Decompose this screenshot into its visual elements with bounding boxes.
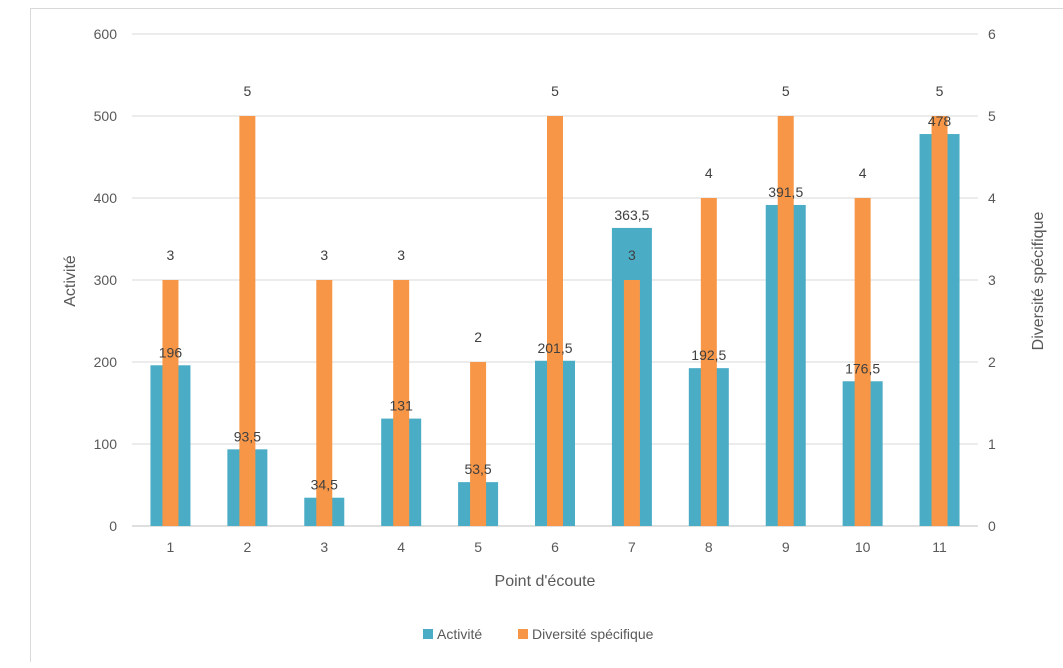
data-labels: 196 3 93,5 5 34,5 3 131 3 53,5 2 201,5 5 363,5 3 192,5…	[159, 83, 952, 493]
y-tick-label: 300	[94, 272, 118, 288]
legend-label: Activité	[437, 626, 482, 642]
data-label-diversite: 5	[782, 83, 790, 99]
x-tick-label: 5	[474, 539, 482, 555]
data-label-activite: 131	[390, 398, 414, 414]
x-tick-label: 8	[705, 539, 713, 555]
data-label-diversite: 3	[167, 247, 175, 263]
data-label-diversite: 5	[243, 83, 251, 99]
data-label-activite: 192,5	[691, 347, 726, 363]
data-label-diversite: 2	[474, 329, 482, 345]
data-label-diversite: 5	[936, 83, 944, 99]
data-label-diversite: 3	[628, 247, 636, 263]
legend-swatch	[518, 629, 528, 639]
x-tick-label: 3	[320, 539, 328, 555]
data-label-activite: 478	[928, 113, 952, 129]
bar-diversite	[162, 280, 179, 526]
legend: Activité Diversité spécifique	[423, 626, 654, 642]
bar-diversite	[777, 116, 794, 526]
x-tick-label: 4	[397, 539, 405, 555]
bar-diversite	[931, 116, 948, 526]
y2-tick-label: 0	[988, 518, 996, 534]
legend-label: Diversité spécifique	[532, 626, 654, 642]
axes: 0 100 200 300 400 500 600 0 1 2 3 4 5 6 1 2 3 4 5 6 7 8 9 10 11	[94, 26, 996, 555]
y2-axis-title: Diversité spécifique	[1030, 212, 1047, 351]
y2-tick-label: 2	[988, 354, 996, 370]
y2-tick-label: 5	[988, 108, 996, 124]
data-label-activite: 363,5	[614, 207, 649, 223]
y2-tick-label: 1	[988, 436, 996, 452]
x-tick-label: 2	[243, 539, 251, 555]
bar-diversite	[316, 280, 333, 526]
data-label-diversite: 5	[551, 83, 559, 99]
x-tick-label: 10	[855, 539, 871, 555]
data-label-diversite: 3	[397, 247, 405, 263]
bar-diversite	[547, 116, 563, 526]
x-axis-title: Point d'écoute	[495, 573, 596, 590]
x-tick-label: 7	[628, 539, 636, 555]
legend-swatch	[423, 629, 433, 639]
data-label-activite: 53,5	[464, 461, 491, 477]
data-label-activite: 196	[159, 344, 183, 360]
bar-diversite	[393, 280, 410, 526]
data-label-activite: 201,5	[537, 340, 572, 356]
x-tick-label: 1	[167, 539, 175, 555]
y-tick-label: 100	[94, 436, 118, 452]
y-tick-label: 200	[94, 354, 118, 370]
data-label-activite: 93,5	[234, 428, 261, 444]
x-tick-label: 6	[551, 539, 559, 555]
y-tick-label: 400	[94, 190, 118, 206]
y-tick-label: 500	[94, 108, 118, 124]
y2-tick-label: 4	[988, 190, 996, 206]
y-tick-label: 600	[94, 26, 118, 42]
chart: 196393,5534,53131353,52201,55363,53192,5…	[62, 26, 1047, 642]
bar-diversite	[623, 280, 640, 526]
y-tick-label: 0	[109, 518, 117, 534]
data-label-activite: 391,5	[768, 184, 803, 200]
data-label-activite: 176,5	[845, 360, 880, 376]
data-label-activite: 34,5	[311, 477, 338, 493]
y2-tick-label: 6	[988, 26, 996, 42]
bar-diversite	[470, 362, 487, 526]
bars	[150, 116, 960, 526]
x-tick-label: 11	[932, 539, 947, 555]
data-label-diversite: 4	[859, 165, 867, 181]
bar-diversite	[239, 116, 256, 526]
data-label-diversite: 4	[705, 165, 713, 181]
chart-frame: 196 3 93,5 5 34,5 3 131 3 53,5 2 201,5 5 363,5 3 192,5…	[30, 8, 1063, 662]
bar-diversite	[854, 198, 871, 526]
data-label-diversite: 3	[320, 247, 328, 263]
x-tick-label: 9	[782, 539, 790, 555]
y-axis-title: Activité	[62, 255, 79, 307]
bar-diversite	[700, 198, 717, 526]
y2-tick-label: 3	[988, 272, 996, 288]
